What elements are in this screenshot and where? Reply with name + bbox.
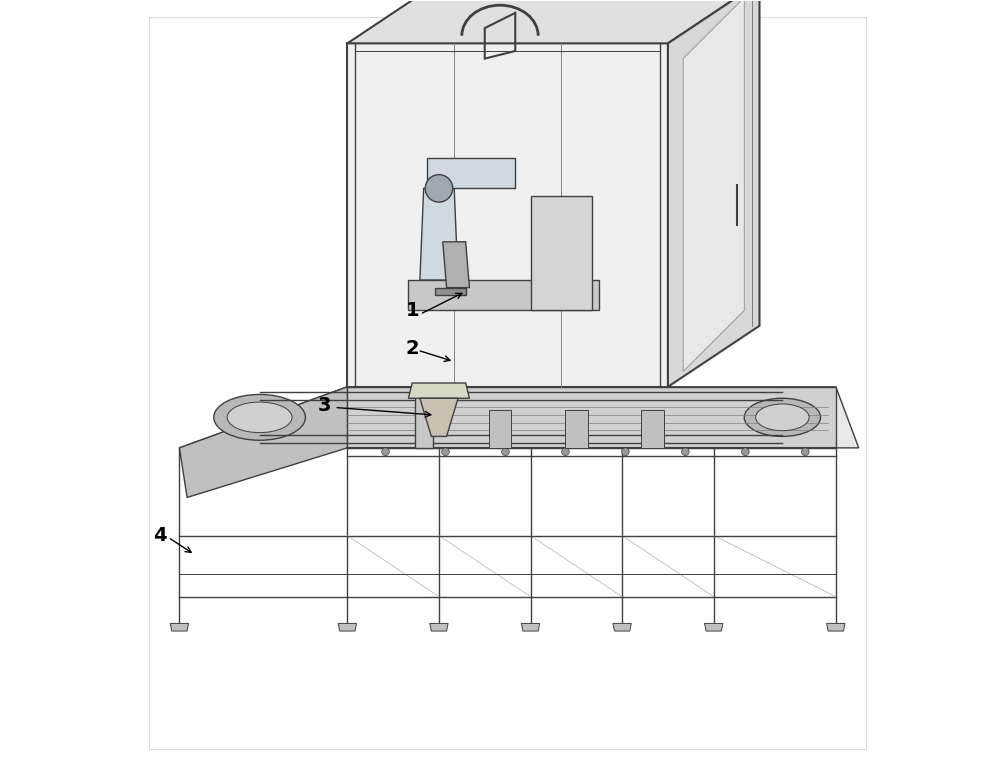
Text: 4: 4 [154,526,167,545]
Polygon shape [170,624,189,631]
Polygon shape [668,0,759,387]
Polygon shape [347,387,836,448]
Ellipse shape [744,398,821,437]
Circle shape [801,448,809,456]
Polygon shape [347,0,759,44]
Circle shape [442,448,449,456]
Polygon shape [827,624,845,631]
Polygon shape [443,242,469,287]
Circle shape [622,448,629,456]
Circle shape [425,175,453,202]
Polygon shape [420,398,458,437]
Circle shape [502,448,509,456]
Circle shape [742,448,749,456]
Polygon shape [683,0,744,372]
Polygon shape [705,624,723,631]
Ellipse shape [756,404,809,430]
Polygon shape [565,410,588,448]
Ellipse shape [214,394,305,440]
Polygon shape [338,624,357,631]
Text: 1: 1 [405,301,419,320]
Polygon shape [521,624,540,631]
Ellipse shape [227,402,292,433]
Circle shape [382,448,389,456]
Polygon shape [415,387,433,448]
Polygon shape [435,287,466,295]
Polygon shape [613,624,631,631]
Circle shape [682,448,689,456]
Polygon shape [179,387,347,497]
Polygon shape [489,410,511,448]
Polygon shape [641,410,664,448]
Polygon shape [347,44,668,387]
Polygon shape [531,196,592,310]
Polygon shape [427,158,515,188]
Polygon shape [408,383,469,398]
Circle shape [562,448,569,456]
Polygon shape [408,280,599,310]
Text: 2: 2 [405,339,419,358]
Polygon shape [430,624,448,631]
Text: 3: 3 [318,396,331,415]
Polygon shape [179,387,859,448]
Polygon shape [420,188,458,280]
